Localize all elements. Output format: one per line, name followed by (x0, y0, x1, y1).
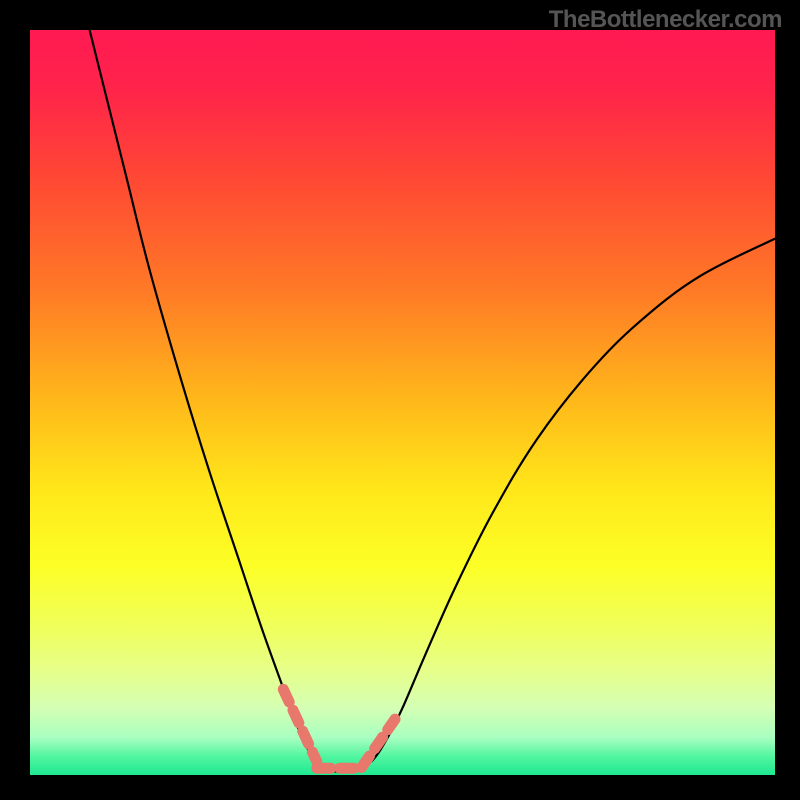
gradient-background (30, 30, 775, 775)
watermark-text: TheBottlenecker.com (549, 6, 782, 34)
plot-svg (30, 30, 775, 775)
chart-container: TheBottlenecker.com (0, 0, 800, 800)
plot-area (30, 30, 775, 775)
